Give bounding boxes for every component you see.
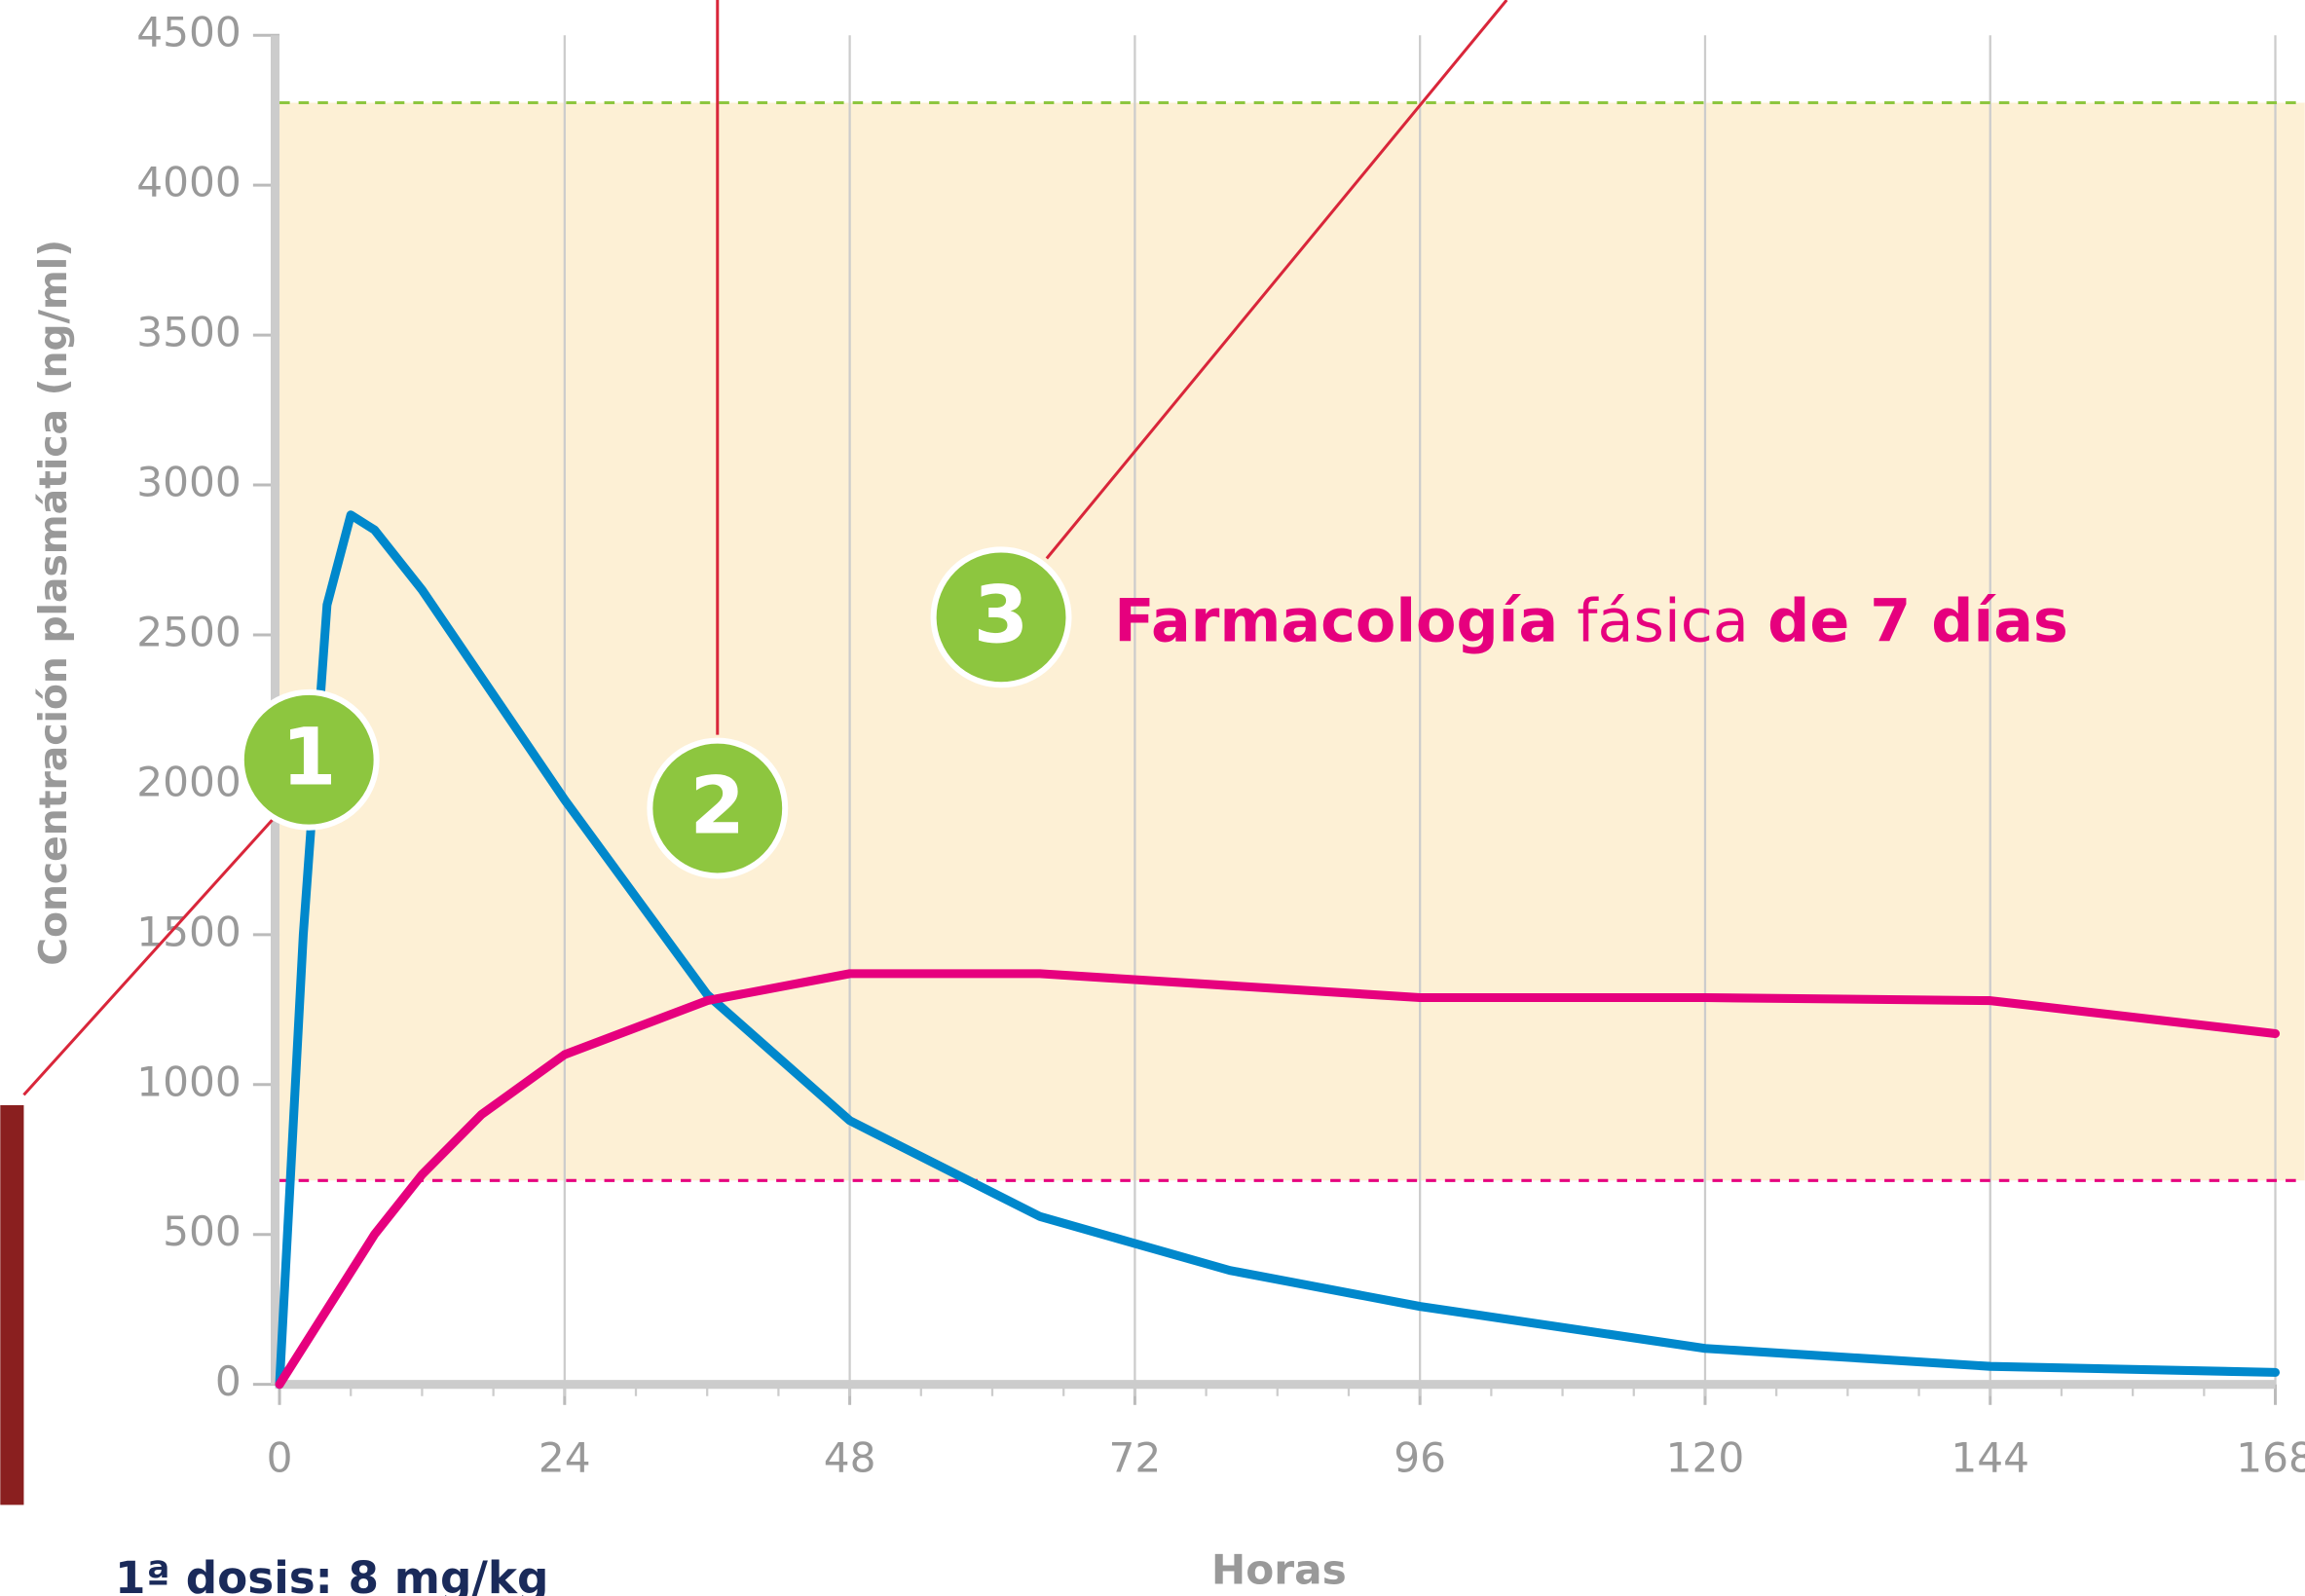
x-tick-label: 0 <box>267 1434 293 1482</box>
y-tick-label: 3000 <box>136 459 242 506</box>
y-tick-label: 3500 <box>136 309 242 356</box>
marker-1: 1 <box>238 688 380 831</box>
annotation-part: fásica <box>1577 587 1749 655</box>
x-tick-label: 120 <box>1666 1434 1745 1482</box>
x-axis-label: Horas <box>1211 1545 1347 1593</box>
y-tick-label: 4500 <box>136 9 242 56</box>
x-tick-label: 24 <box>539 1434 591 1482</box>
y-tick-label: 500 <box>163 1207 242 1255</box>
y-tick-label: 2000 <box>136 758 242 805</box>
marker-3: 3 <box>930 546 1072 688</box>
y-tick-label: 4000 <box>136 159 242 206</box>
marker-label: 1 <box>281 712 337 804</box>
annotation-part: Farmacología <box>1114 587 1558 655</box>
y-axis-label: Concentración plasmática (ng/ml) <box>32 240 76 966</box>
connector <box>22 819 274 1096</box>
annotation: Farmacología fásica de 7 días <box>1114 587 2068 655</box>
x-tick-label: 48 <box>824 1434 876 1482</box>
subtitle: 1ª dosis: 8 mg/kg <box>115 1552 548 1596</box>
annotation-part: de 7 días <box>1767 587 2068 655</box>
series-line <box>275 969 2281 1390</box>
marker-label: 3 <box>974 569 1029 661</box>
marker-label: 2 <box>689 761 745 853</box>
connector <box>1045 0 1508 560</box>
x-tick-label: 168 <box>2236 1434 2305 1482</box>
marker-2: 2 <box>647 737 789 879</box>
x-tick-label: 72 <box>1109 1434 1162 1482</box>
y-tick-label: 2500 <box>136 608 242 655</box>
x-tick-label: 96 <box>1394 1434 1446 1482</box>
series-line <box>275 510 2281 1390</box>
y-tick-label: 0 <box>215 1357 242 1405</box>
y-tick-label: 1000 <box>136 1058 242 1105</box>
photo <box>0 1104 24 1505</box>
y-tick-label: 1500 <box>136 908 242 955</box>
x-tick-label: 144 <box>1951 1434 2029 1482</box>
